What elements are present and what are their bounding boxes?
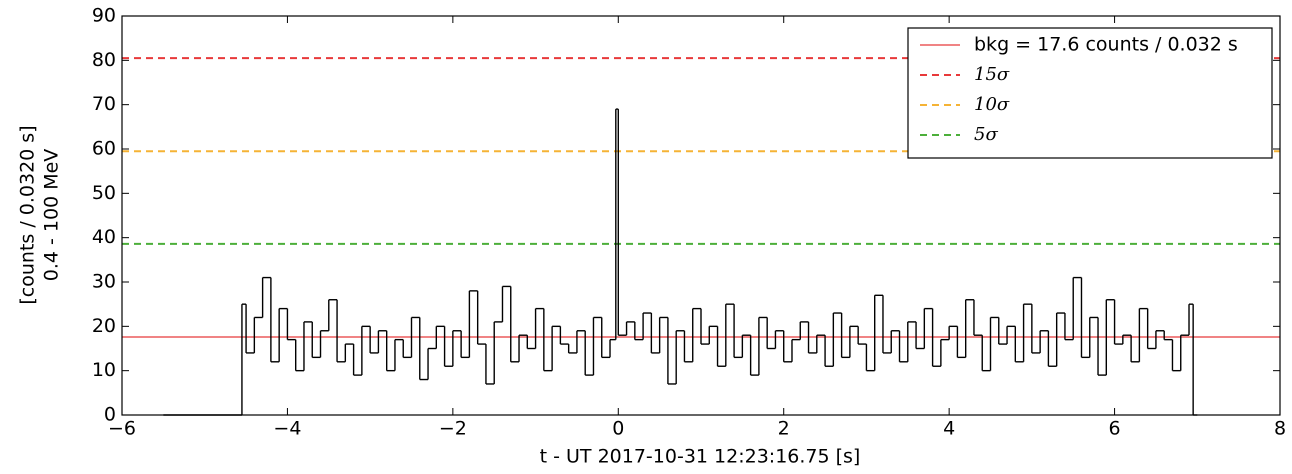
y-axis-label: 0.4 - 100 MeV bbox=[41, 149, 63, 282]
x-tick-label: −2 bbox=[439, 418, 467, 440]
y-tick-label: 40 bbox=[92, 226, 116, 248]
legend-label: 15σ bbox=[974, 64, 1010, 85]
x-tick-label: −6 bbox=[108, 418, 136, 440]
legend-label: 5σ bbox=[974, 124, 998, 145]
y-tick-label: 0 bbox=[104, 404, 116, 426]
y-tick-label: 90 bbox=[92, 5, 116, 27]
y-axis-label: [counts / 0.0320 s] bbox=[17, 125, 39, 304]
y-tick-label: 80 bbox=[92, 49, 116, 71]
legend-box bbox=[907, 27, 1273, 159]
plot-frame bbox=[121, 15, 1281, 416]
x-tick-label: 0 bbox=[612, 418, 624, 440]
y-tick-label: 30 bbox=[92, 271, 116, 293]
y-tick-label: 10 bbox=[92, 359, 116, 381]
y-tick-label: 60 bbox=[92, 138, 116, 160]
y-tick-label: 70 bbox=[92, 93, 116, 115]
x-tick-label: −4 bbox=[273, 418, 301, 440]
x-axis-label: t - UT 2017-10-31 12:23:16.75 [s] bbox=[540, 446, 861, 468]
x-tick-label: 8 bbox=[1274, 418, 1286, 440]
legend-label: 10σ bbox=[974, 94, 1010, 115]
x-tick-label: 6 bbox=[1109, 418, 1121, 440]
legend-label: bkg = 17.6 counts / 0.032 s bbox=[974, 34, 1238, 56]
x-tick-label: 4 bbox=[943, 418, 955, 440]
y-tick-label: 20 bbox=[92, 315, 116, 337]
y-tick-label: 50 bbox=[92, 182, 116, 204]
x-tick-label: 2 bbox=[778, 418, 790, 440]
